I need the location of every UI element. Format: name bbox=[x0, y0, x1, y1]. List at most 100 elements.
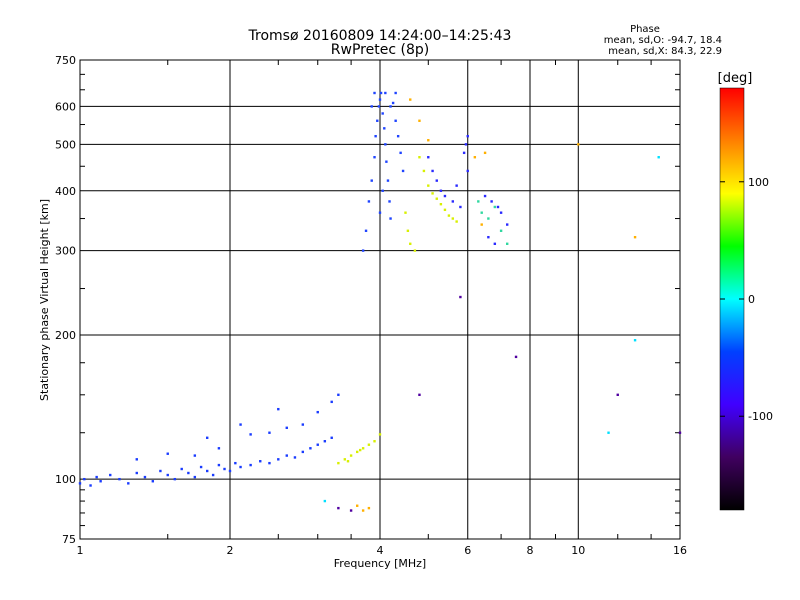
data-point bbox=[427, 139, 430, 142]
data-point bbox=[211, 473, 215, 477]
data-point bbox=[473, 156, 477, 159]
data-point bbox=[217, 447, 221, 450]
y-tick-label: 400 bbox=[55, 185, 76, 198]
data-point bbox=[143, 475, 147, 479]
data-point bbox=[443, 194, 447, 198]
y-tick-label: 200 bbox=[55, 329, 76, 342]
data-point bbox=[483, 151, 487, 155]
data-point bbox=[268, 461, 271, 465]
data-point bbox=[376, 119, 379, 122]
y-axis-label: Stationary phase Virtual Height [km] bbox=[38, 199, 51, 401]
data-point bbox=[459, 205, 462, 209]
data-point bbox=[386, 179, 390, 182]
data-point bbox=[451, 200, 455, 203]
data-point bbox=[657, 156, 660, 159]
data-point bbox=[223, 467, 226, 471]
colorbar-tick-label: 100 bbox=[748, 176, 769, 189]
data-point bbox=[135, 471, 138, 475]
data-point bbox=[373, 440, 376, 443]
data-point bbox=[377, 105, 381, 108]
data-point bbox=[678, 431, 682, 434]
data-point bbox=[361, 249, 365, 252]
data-point bbox=[277, 407, 280, 411]
data-point bbox=[346, 460, 350, 463]
data-point bbox=[355, 504, 359, 507]
data-point bbox=[443, 208, 447, 212]
data-point bbox=[383, 127, 386, 130]
data-point bbox=[193, 454, 197, 457]
data-point bbox=[381, 189, 384, 192]
colorbar-tick-label: -100 bbox=[748, 410, 773, 423]
data-point bbox=[431, 192, 434, 195]
data-point bbox=[422, 169, 426, 173]
data-point bbox=[480, 211, 483, 214]
data-point bbox=[285, 454, 288, 457]
data-point bbox=[135, 458, 138, 461]
data-point bbox=[391, 101, 395, 105]
data-point bbox=[187, 471, 190, 475]
x-tick-label: 10 bbox=[571, 544, 585, 557]
y-tick-label: 750 bbox=[55, 54, 76, 67]
colorbar-label: [deg] bbox=[718, 71, 753, 86]
data-point bbox=[337, 506, 340, 510]
data-point bbox=[505, 242, 509, 245]
data-point bbox=[355, 450, 359, 454]
y-tick-label: 100 bbox=[55, 473, 76, 486]
data-point bbox=[490, 200, 493, 203]
data-point bbox=[367, 200, 371, 203]
data-point bbox=[373, 91, 376, 95]
data-point bbox=[285, 426, 288, 430]
data-point bbox=[480, 223, 483, 226]
phase-stat-o: mean, sd,O: -94.7, 18.4 bbox=[604, 35, 722, 46]
data-point bbox=[268, 431, 271, 434]
x-tick-label: 16 bbox=[673, 544, 687, 557]
data-point bbox=[259, 460, 262, 463]
data-point bbox=[323, 499, 327, 503]
data-point bbox=[394, 91, 397, 95]
data-point bbox=[466, 169, 469, 173]
data-point bbox=[316, 410, 319, 414]
data-point bbox=[384, 143, 387, 146]
data-point bbox=[396, 134, 400, 138]
data-point bbox=[462, 151, 466, 155]
data-point bbox=[394, 119, 397, 122]
data-point bbox=[418, 393, 421, 397]
data-point bbox=[399, 151, 402, 155]
data-point bbox=[401, 169, 405, 173]
data-point bbox=[487, 235, 490, 239]
data-point bbox=[413, 249, 417, 252]
data-point bbox=[477, 200, 480, 203]
colorbar-tick-label: 0 bbox=[748, 293, 755, 306]
data-point bbox=[418, 156, 421, 159]
data-point bbox=[309, 447, 312, 450]
data-point bbox=[404, 211, 407, 214]
data-point bbox=[228, 469, 232, 473]
data-point bbox=[455, 220, 458, 223]
data-point bbox=[301, 423, 305, 426]
data-point bbox=[199, 465, 203, 469]
data-point bbox=[316, 443, 319, 446]
data-point bbox=[577, 143, 580, 146]
data-point bbox=[99, 480, 102, 483]
data-point bbox=[159, 469, 162, 473]
data-point bbox=[409, 242, 412, 245]
data-point bbox=[493, 205, 497, 209]
data-point bbox=[607, 431, 610, 434]
data-point bbox=[89, 484, 92, 487]
data-point bbox=[385, 160, 388, 163]
data-point bbox=[435, 197, 438, 200]
data-point bbox=[364, 229, 368, 232]
data-point bbox=[239, 465, 242, 469]
data-point bbox=[378, 211, 382, 214]
x-axis-label: Frequency [MHz] bbox=[334, 557, 426, 570]
data-point bbox=[193, 475, 197, 479]
data-point bbox=[455, 184, 458, 187]
data-point bbox=[389, 217, 392, 220]
data-point bbox=[337, 461, 340, 465]
data-point bbox=[361, 447, 365, 450]
data-point bbox=[388, 200, 391, 203]
data-point bbox=[118, 477, 121, 481]
data-point bbox=[418, 119, 421, 122]
